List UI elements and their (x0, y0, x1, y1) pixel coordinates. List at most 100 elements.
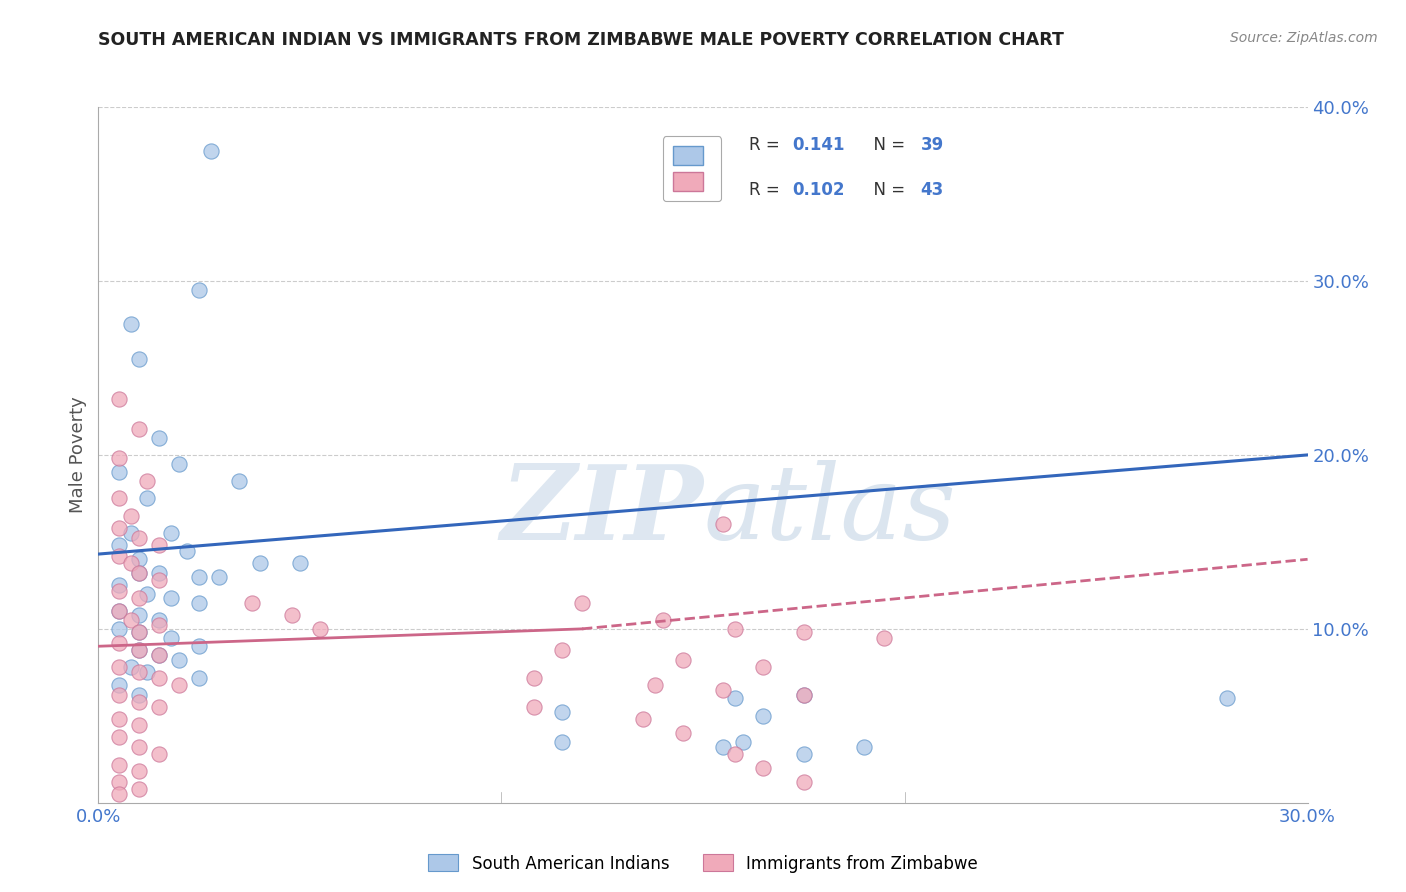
Point (107, 757, 129, 772)
Point (873, 631, 896, 645)
Point (128, 665, 150, 680)
Point (120, 613, 142, 627)
Point (724, 747, 747, 761)
Point (107, 636, 129, 650)
Point (148, 618, 170, 632)
Point (148, 613, 170, 627)
Point (128, 566, 150, 581)
Point (120, 508, 142, 523)
Point (128, 642, 150, 657)
Point (711, 740, 734, 755)
Point (135, 474, 157, 488)
Point (523, 671, 546, 685)
Point (148, 573, 170, 587)
Point (551, 642, 574, 657)
Point (107, 549, 129, 563)
Text: R =: R = (749, 181, 785, 199)
Point (551, 706, 574, 720)
Text: ZIP: ZIP (501, 460, 703, 561)
Point (128, 740, 150, 755)
Point (107, 605, 129, 619)
Point (523, 700, 546, 714)
Legend: , : , (664, 136, 721, 202)
Point (724, 622, 747, 636)
Point (135, 665, 157, 680)
Point (107, 775, 129, 789)
Point (188, 570, 211, 584)
Point (107, 730, 129, 744)
Point (128, 717, 150, 731)
Point (135, 491, 157, 506)
Point (148, 671, 170, 685)
Point (793, 688, 815, 702)
Point (148, 648, 170, 662)
Point (128, 695, 150, 709)
Point (128, 642, 150, 657)
Point (107, 677, 129, 691)
Point (107, 787, 129, 801)
Point (281, 607, 304, 622)
Point (148, 538, 170, 552)
Point (128, 781, 150, 796)
Point (148, 700, 170, 714)
Text: 43: 43 (921, 181, 943, 199)
Point (107, 521, 129, 535)
Point (128, 625, 150, 640)
Point (724, 691, 747, 706)
Text: SOUTH AMERICAN INDIAN VS IMMIGRANTS FROM ZIMBABWE MALE POVERTY CORRELATION CHART: SOUTH AMERICAN INDIAN VS IMMIGRANTS FROM… (98, 31, 1064, 49)
Point (148, 648, 170, 662)
Point (160, 631, 183, 645)
Point (148, 747, 170, 761)
Point (752, 761, 775, 775)
Text: 0.102: 0.102 (793, 181, 845, 199)
Point (188, 596, 211, 610)
Text: 39: 39 (921, 136, 943, 154)
Point (128, 764, 150, 779)
Point (128, 591, 150, 605)
Point (107, 491, 129, 506)
Point (208, 570, 231, 584)
Legend: South American Indians, Immigrants from Zimbabwe: South American Indians, Immigrants from … (422, 847, 984, 880)
Point (107, 583, 129, 598)
Point (188, 639, 211, 653)
Point (853, 740, 876, 755)
Point (160, 591, 183, 605)
Point (128, 532, 150, 546)
Text: N =: N = (863, 136, 910, 154)
Point (249, 556, 271, 570)
Point (120, 556, 142, 570)
Point (107, 688, 129, 702)
Point (793, 625, 815, 640)
Point (128, 352, 150, 367)
Point (148, 566, 170, 581)
Point (160, 526, 183, 541)
Point (551, 735, 574, 749)
Point (107, 466, 129, 480)
Point (107, 451, 129, 466)
Point (128, 625, 150, 640)
Point (651, 613, 673, 627)
Point (631, 712, 654, 726)
Point (188, 283, 211, 297)
Point (733, 735, 755, 749)
Point (200, 144, 222, 158)
Point (107, 622, 129, 636)
Point (128, 607, 150, 622)
Point (571, 596, 593, 610)
Point (672, 726, 695, 740)
Point (128, 688, 150, 702)
Text: N =: N = (863, 181, 910, 199)
Point (107, 538, 129, 552)
Text: 0.141: 0.141 (793, 136, 845, 154)
Point (240, 596, 263, 610)
Point (644, 677, 666, 691)
Point (107, 578, 129, 592)
Point (167, 677, 190, 691)
Point (176, 543, 198, 558)
Point (188, 671, 211, 685)
Point (120, 526, 142, 541)
Point (148, 431, 170, 445)
Point (1216, 691, 1239, 706)
Point (711, 517, 734, 532)
Point (128, 566, 150, 581)
